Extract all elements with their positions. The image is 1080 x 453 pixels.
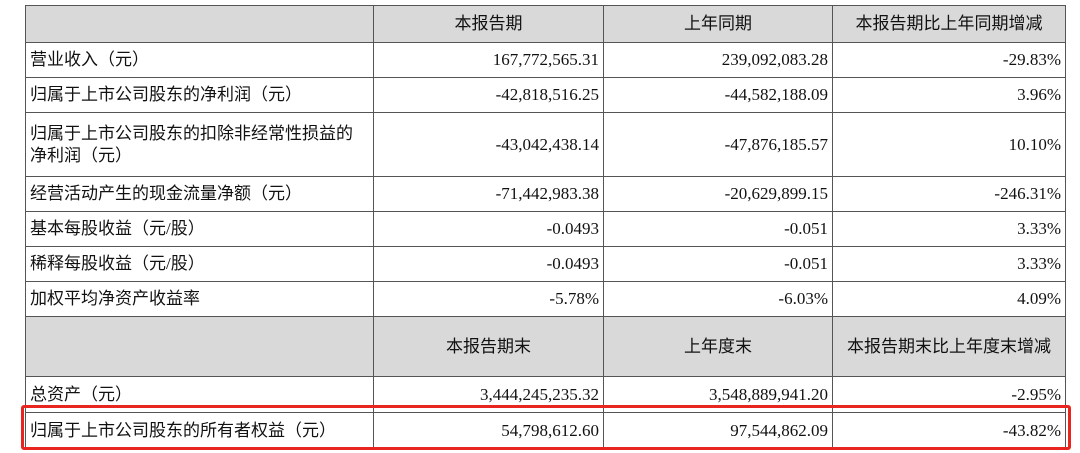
header-cell: 本报告期末比上年度末增减 xyxy=(832,316,1066,377)
data-row: 归属于上市公司股东的所有者权益（元） 54,798,612.60 97,544,86… xyxy=(25,412,1066,449)
value-cell: 54,798,612.60 xyxy=(373,412,604,449)
value-cell: -20,629,899.15 xyxy=(603,176,833,212)
value-cell: 3.33% xyxy=(832,246,1066,282)
value-cell: -44,582,188.09 xyxy=(603,77,833,113)
value-cell: -47,876,185.57 xyxy=(603,112,833,177)
value-cell: -6.03% xyxy=(603,281,833,317)
value-cell: 3.96% xyxy=(832,77,1066,113)
header-cell xyxy=(25,316,374,377)
label-cell: 营业收入（元） xyxy=(25,42,374,78)
value-cell: -0.051 xyxy=(603,211,833,247)
header-cell: 本报告期比上年同期增减 xyxy=(832,5,1066,43)
value-cell: -0.051 xyxy=(603,246,833,282)
highlight-box xyxy=(21,405,1071,450)
data-row: 基本每股收益（元/股） -0.0493 -0.051 3.33% xyxy=(25,211,1066,247)
value-cell: -71,442,983.38 xyxy=(373,176,604,212)
data-row: 加权平均净资产收益率 -5.78% -6.03% 4.09% xyxy=(25,281,1066,317)
value-cell: 97,544,862.09 xyxy=(603,412,833,449)
financial-table: 本报告期 上年同期 本报告期比上年同期增减 营业收入（元） 167,772,565.31… xyxy=(25,5,1066,449)
value-cell: 3.33% xyxy=(832,211,1066,247)
header-cell: 本报告期末 xyxy=(373,316,604,377)
value-cell: -0.0493 xyxy=(373,246,604,282)
label-cell: 加权平均净资产收益率 xyxy=(25,281,374,317)
value-cell: -0.0493 xyxy=(373,211,604,247)
data-row: 归属于上市公司股东的净利润（元） -42,818,516.25 -44,582,18… xyxy=(25,77,1066,113)
value-cell: 10.10% xyxy=(832,112,1066,177)
label-cell: 归属于上市公司股东的净利润（元） xyxy=(25,77,374,113)
label-cell: 经营活动产生的现金流量净额（元） xyxy=(25,176,374,212)
label-cell: 归属于上市公司股东的所有者权益（元） xyxy=(25,412,374,449)
data-row: 营业收入（元） 167,772,565.31 239,092,083.28 -29.8… xyxy=(25,42,1066,78)
header-cell xyxy=(25,5,374,43)
value-cell: -5.78% xyxy=(373,281,604,317)
value-cell: -43.82% xyxy=(832,412,1066,449)
label-cell: 归属于上市公司股东的扣除非经常性损益的净利润（元） xyxy=(25,112,374,177)
label-cell: 稀释每股收益（元/股） xyxy=(25,246,374,282)
header-row: 本报告期 上年同期 本报告期比上年同期增减 xyxy=(25,5,1066,43)
value-cell: -43,042,438.14 xyxy=(373,112,604,177)
header-cell: 上年同期 xyxy=(603,5,833,43)
data-row: 归属于上市公司股东的扣除非经常性损益的净利润（元） -43,042,438.14-… xyxy=(25,112,1066,177)
value-cell: -246.31% xyxy=(832,176,1066,212)
header-cell: 上年度末 xyxy=(603,316,833,377)
data-row: 经营活动产生的现金流量净额（元） -71,442,983.38 -20,629,89… xyxy=(25,176,1066,212)
value-cell: -42,818,516.25 xyxy=(373,77,604,113)
value-cell: 239,092,083.28 xyxy=(603,42,833,78)
value-cell: 4.09% xyxy=(832,281,1066,317)
value-cell: -29.83% xyxy=(832,42,1066,78)
value-cell: 167,772,565.31 xyxy=(373,42,604,78)
data-row: 稀释每股收益（元/股） -0.0493 -0.051 3.33% xyxy=(25,246,1066,282)
header-row: 本报告期末 上年度末 本报告期末比上年度末增减 xyxy=(25,316,1066,377)
label-cell: 基本每股收益（元/股） xyxy=(25,211,374,247)
header-cell: 本报告期 xyxy=(373,5,604,43)
